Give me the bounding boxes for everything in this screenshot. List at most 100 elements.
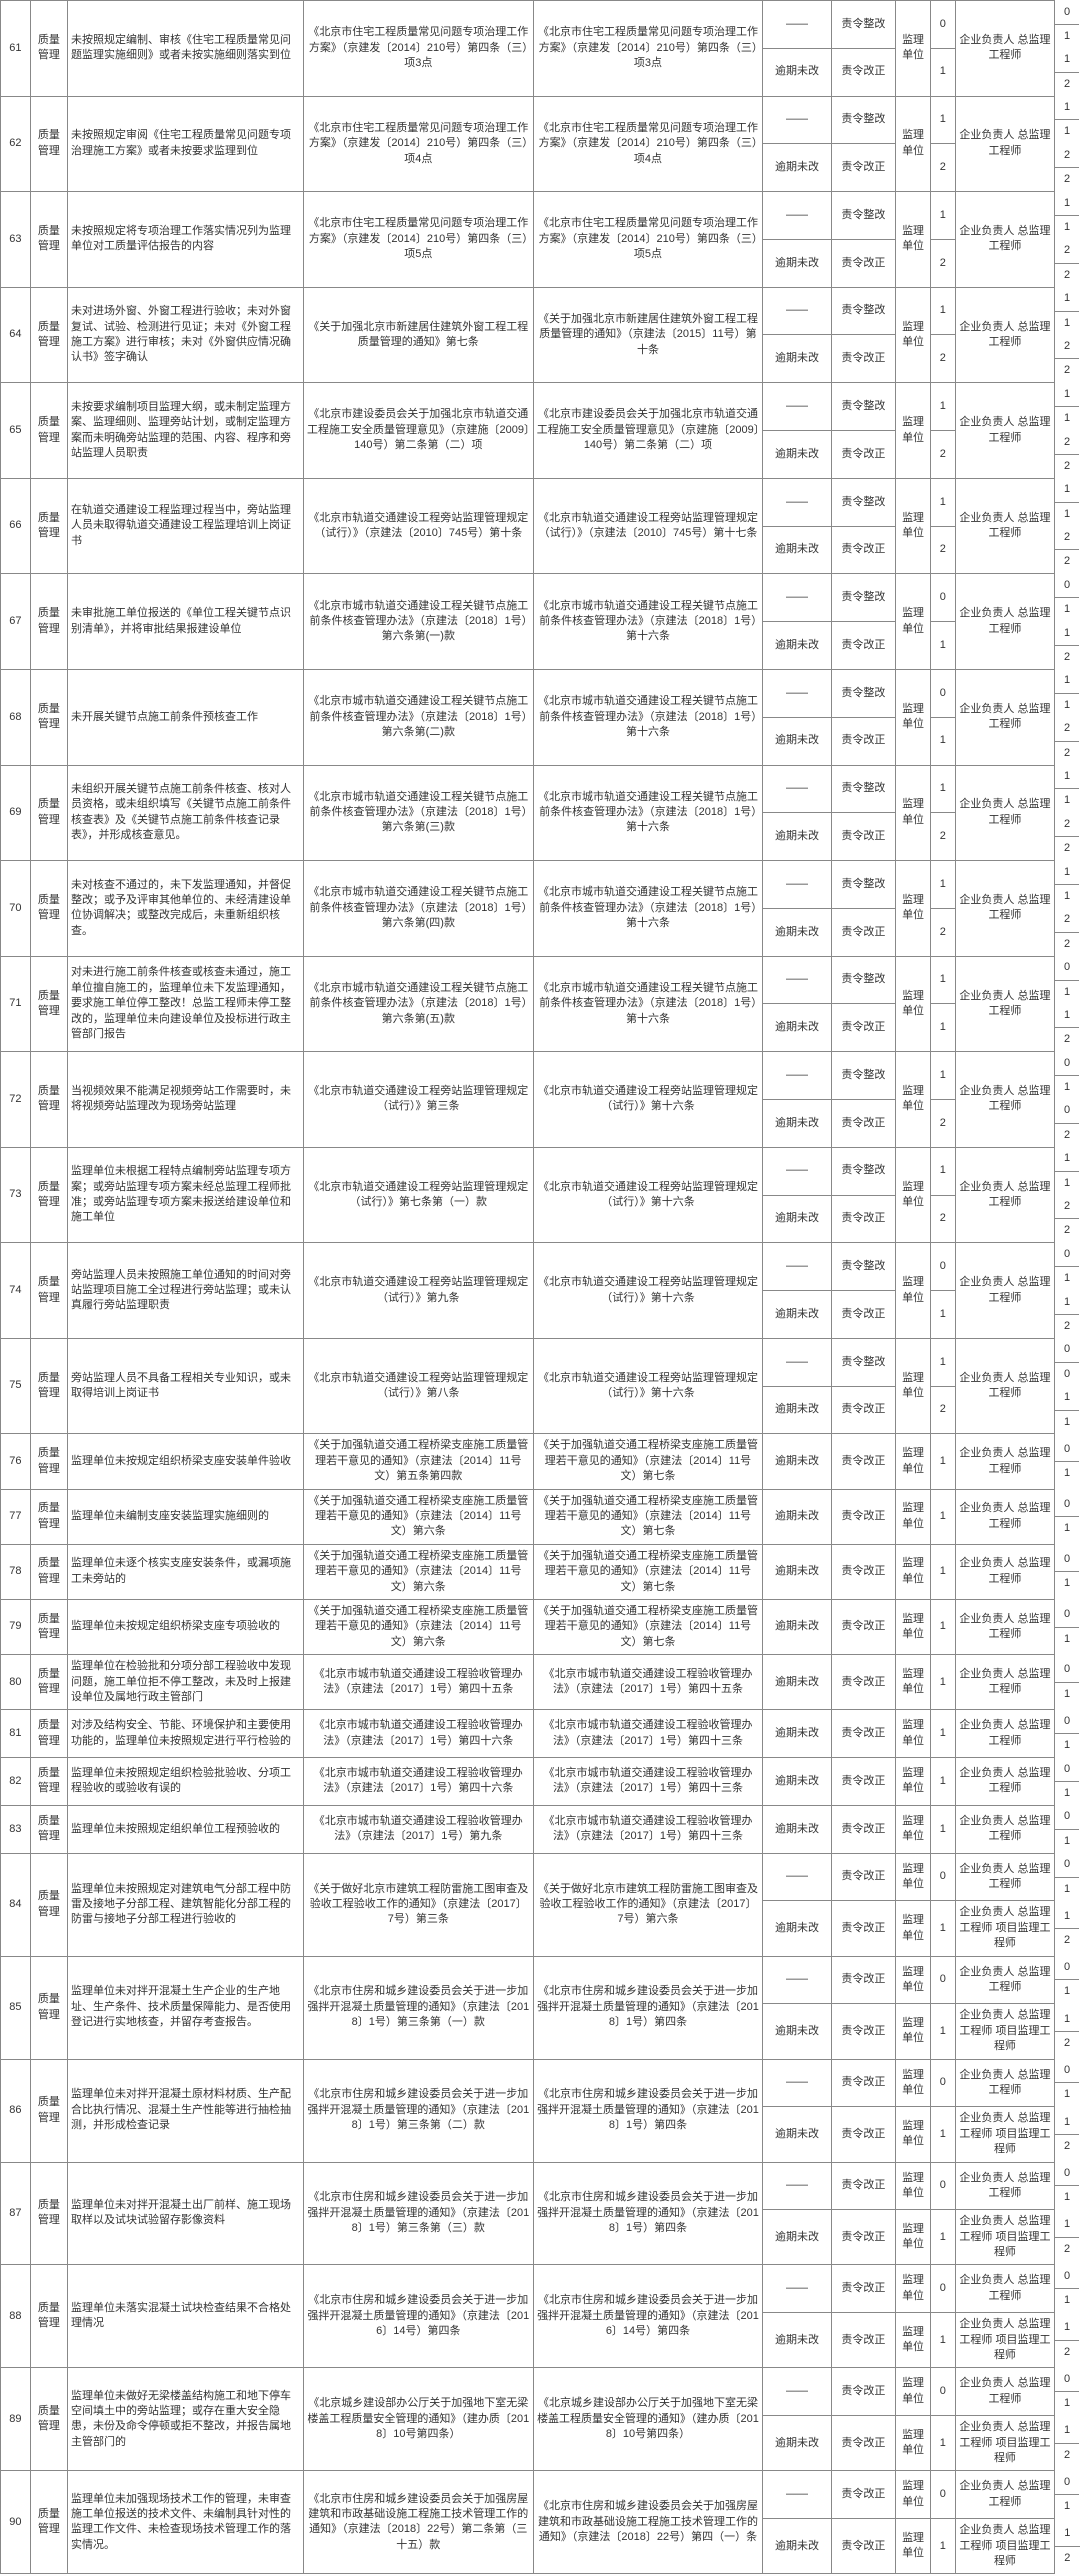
action-cell: 责令改正 (831, 1099, 896, 1147)
table-row: 73质量管理监理单位未根据工程特点编制旁站监理专项方案；或旁站监理专项方案未经总… (1, 1147, 1080, 1195)
category-cell: 质量管理 (30, 861, 67, 957)
ref2-cell: 《北京城乡建设部办公厅关于加强地下室无梁楼盖工程质量安全管理的通知》（建办质〔2… (533, 2368, 763, 2471)
status-cell: 逾期未改 (763, 813, 831, 861)
score-cell: 1 (930, 956, 955, 1004)
category-cell: 质量管理 (30, 1710, 67, 1758)
ref2-cell: 《北京市建设委员会关于加强北京市轨道交通工程施工安全质量管理意见》（京建施〔20… (533, 383, 763, 479)
points-cell: 22 (1055, 813, 1080, 861)
status-cell: 逾期未改 (763, 431, 831, 479)
row-index: 84 (1, 1853, 31, 1956)
description-cell: 未审批施工单位报送的《单位工程关键节点识别清单》，并将审批结果报建设单位 (68, 574, 304, 670)
status-cell: 逾期未改 (763, 1099, 831, 1147)
category-cell: 质量管理 (30, 1434, 67, 1489)
monitor-cell: 监理单位 (896, 574, 931, 670)
description-cell: 未组织开展关键节点施工前条件核查、核对人员资格，或未组织填写《关键节点施工前条件… (68, 765, 304, 861)
status-cell: 逾期未改 (763, 2416, 831, 2471)
category-cell: 质量管理 (30, 383, 67, 479)
status-cell: —— (763, 956, 831, 1004)
action-cell: 责令改正 (831, 2107, 896, 2162)
ref1-cell: 《北京城乡建设部办公厅关于加强地下室无梁楼盖工程质量安全管理的通知》（建办质〔2… (303, 2368, 533, 2471)
description-cell: 旁站监理人员不具备工程相关专业知识，或未取得培训上岗证书 (68, 1338, 304, 1434)
monitor-cell: 监理单位 (896, 1710, 931, 1758)
table-row: 66质量管理在轨道交通建设工程监理过程当中，旁站监理人员未取得轨道交通建设工程监… (1, 478, 1080, 526)
ref1-cell: 《北京市城市轨道交通建设工程关键节点施工前条件核查管理办法》（京建法〔2018〕… (303, 574, 533, 670)
points-cell: 01 (1055, 1243, 1080, 1291)
table-row: 62质量管理未按照规定审阅《住宅工程质量常见问题专项治理施工方案》或者未按要求监… (1, 96, 1080, 144)
status-cell: 逾期未改 (763, 1291, 831, 1339)
ref2-cell: 《北京市城市轨道交通建设工程关键节点施工前条件核查管理办法》（京建法〔2018〕… (533, 574, 763, 670)
points-cell: 01 (1055, 1489, 1080, 1544)
category-cell: 质量管理 (30, 1052, 67, 1148)
monitor-cell: 监理单位 (896, 765, 931, 861)
points-cell: 11 (1055, 861, 1080, 909)
ref2-cell: 《北京市轨道交通建设工程旁站监理管理规定（试行）》第十六条 (533, 1338, 763, 1434)
description-cell: 监理单位未逐个核实支座安装条件，或漏项施工未旁站的 (68, 1544, 304, 1599)
points-cell: 22 (1055, 1195, 1080, 1243)
category-cell: 质量管理 (30, 2368, 67, 2471)
score-cell: 1 (930, 192, 955, 240)
ref2-cell: 《北京市城市轨道交通建设工程关键节点施工前条件核查管理办法》（京建法〔2018〕… (533, 669, 763, 765)
category-cell: 质量管理 (30, 96, 67, 192)
responsible-cell: 企业负责人 总监理工程师 (955, 861, 1054, 957)
action-cell: 责令改正 (831, 2471, 896, 2519)
responsible-cell: 企业负责人 总监理工程师 (955, 1805, 1054, 1853)
status-cell: 逾期未改 (763, 1758, 831, 1806)
row-index: 67 (1, 574, 31, 670)
ref1-cell: 《北京市住房和城乡建设委员会关于进一步加强拌开混凝土质量管理的通知》（京建法〔2… (303, 2059, 533, 2162)
table-row: 80质量管理监理单位在检验批和分项分部工程验收中发现问题，施工单位拒不停工整改，… (1, 1655, 1080, 1710)
action-cell: 责令改正 (831, 239, 896, 287)
score-cell: 0 (930, 1956, 955, 2004)
status-cell: 逾期未改 (763, 1489, 831, 1544)
category-cell: 质量管理 (30, 1655, 67, 1710)
category-cell: 质量管理 (30, 1544, 67, 1599)
table-row: 81质量管理对涉及结构安全、节能、环境保护和主要使用功能的，监理单位未按照规定进… (1, 1710, 1080, 1758)
action-cell: 责令整改 (831, 1147, 896, 1195)
score-cell: 1 (930, 717, 955, 765)
ref2-cell: 《北京市城市轨道交通建设工程验收管理办法》（京建法〔2017〕1号）第四十五条 (533, 1655, 763, 1710)
table-row: 89质量管理监理单位未做好无梁楼盖结构施工和地下停车空间填土中的旁站监理；或存在… (1, 2368, 1080, 2416)
responsible-cell: 企业负责人 总监理工程师 (955, 669, 1054, 765)
ref1-cell: 《北京市城市轨道交通建设工程验收管理办法》（京建法〔2017〕1号）第四十六条 (303, 1758, 533, 1806)
action-cell: 责令改正 (831, 2416, 896, 2471)
row-index: 64 (1, 287, 31, 383)
monitor-cell: 监理单位 (896, 2004, 931, 2059)
category-cell: 质量管理 (30, 1956, 67, 2059)
ref2-cell: 《关于做好北京市建筑工程防雷施工图审查及验收工程验收工作的通知》（京建法〔201… (533, 1853, 763, 1956)
ref2-cell: 《北京市城市轨道交通建设工程关键节点施工前条件核查管理办法》（京建法〔2018〕… (533, 956, 763, 1052)
action-cell: 责令改正 (831, 717, 896, 765)
table-row: 85质量管理监理单位未对拌开混凝土生产企业的生产地址、生产条件、技术质量保障能力… (1, 1956, 1080, 2004)
points-cell: 11 (1055, 287, 1080, 335)
monitor-cell: 监理单位 (896, 1052, 931, 1148)
points-cell: 01 (1055, 956, 1080, 1004)
ref2-cell: 《关于加强轨道交通工程桥梁支座施工质量管理若干意见的通知》（京建法〔2014〕1… (533, 1489, 763, 1544)
status-cell: 逾期未改 (763, 1599, 831, 1654)
monitor-cell: 监理单位 (896, 2162, 931, 2210)
action-cell: 责令改正 (831, 908, 896, 956)
table-row: 88质量管理监理单位未落实混凝土试块检查结果不合格处理情况《北京市住房和城乡建设… (1, 2265, 1080, 2313)
status-cell: 逾期未改 (763, 239, 831, 287)
row-index: 71 (1, 956, 31, 1052)
ref1-cell: 《北京市住房和城乡建设委员会关于进一步加强拌开混凝土质量管理的通知》（京建法〔2… (303, 2162, 533, 2265)
status-cell: 逾期未改 (763, 144, 831, 192)
responsible-cell: 企业负责人 总监理工程师 (955, 1052, 1054, 1148)
points-cell: 01 (1055, 1758, 1080, 1806)
status-cell: —— (763, 2471, 831, 2519)
score-cell: 1 (930, 2313, 955, 2368)
row-index: 75 (1, 1338, 31, 1434)
monitor-cell: 监理单位 (896, 96, 931, 192)
score-cell: 2 (930, 144, 955, 192)
points-cell: 22 (1055, 717, 1080, 765)
row-index: 73 (1, 1147, 31, 1243)
status-cell: 逾期未改 (763, 1195, 831, 1243)
points-cell: 01 (1055, 2265, 1080, 2313)
description-cell: 监理单位未编制支座安装监理实施细则的 (68, 1489, 304, 1544)
points-cell: 11 (1055, 96, 1080, 144)
monitor-cell: 监理单位 (896, 956, 931, 1052)
action-cell: 责令改正 (831, 1386, 896, 1434)
description-cell: 未对核查不通过的，未下发监理通知，并督促整改；或予及评审其他单位的、未经清建设单… (68, 861, 304, 957)
score-cell: 1 (930, 383, 955, 431)
action-cell: 责令整改 (831, 1338, 896, 1386)
ref1-cell: 《北京市城市轨道交通建设工程验收管理办法》（京建法〔2017〕1号）第四十六条 (303, 1710, 533, 1758)
monitor-cell: 监理单位 (896, 1901, 931, 1956)
row-index: 68 (1, 669, 31, 765)
